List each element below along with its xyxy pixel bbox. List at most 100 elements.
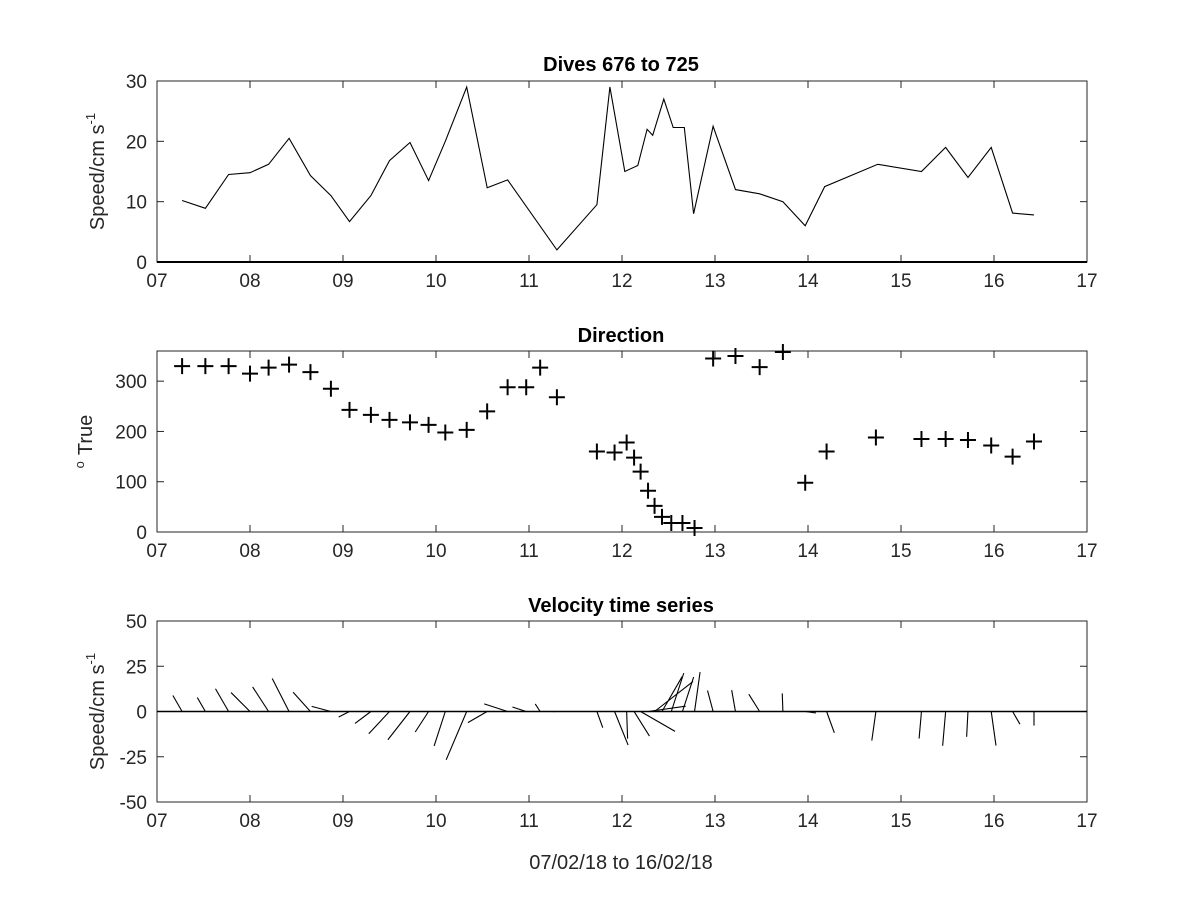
velocity-x-tick-label: 16 — [983, 811, 1004, 832]
velocity-stick — [172, 695, 183, 712]
velocity-y-axis-label-superscript: -1 — [83, 653, 98, 665]
direction-point — [646, 497, 663, 514]
direction-point — [640, 482, 657, 499]
direction-panel: Direction 07 08 09 10 11 12 13 14 15 16 17 0 100 200 3… — [72, 325, 1098, 562]
velocity-panel-title: Velocity time series — [528, 595, 714, 617]
direction-point — [606, 444, 623, 461]
velocity-stick — [693, 671, 701, 712]
direction-point — [341, 401, 358, 418]
speed-panel-title: Dives 676 to 725 — [543, 54, 699, 76]
direction-point — [588, 443, 605, 460]
velocity-stick — [731, 690, 737, 712]
velocity-stick — [640, 711, 676, 732]
velocity-stick — [647, 705, 686, 713]
speed-y-axis-label-superscript: -1 — [83, 113, 98, 125]
velocity-stick — [368, 711, 390, 735]
velocity-stick — [230, 692, 251, 712]
direction-x-tick-label: 08 — [239, 541, 260, 562]
direction-x-tick-label: 17 — [1076, 541, 1097, 562]
direction-y-tick-label: 300 — [115, 372, 147, 393]
direction-y-tick-label: 0 — [136, 523, 147, 544]
velocity-y-tick-label: 0 — [136, 703, 147, 724]
velocity-y-axis-label-text: Speed/cm s — [87, 664, 109, 770]
velocity-x-tick-label: 15 — [890, 811, 911, 832]
velocity-stick — [445, 711, 468, 761]
velocity-x-axis-label: 07/02/18 to 16/02/18 — [529, 852, 713, 874]
direction-point — [626, 449, 643, 466]
speed-x-tick-label: 14 — [797, 271, 819, 292]
direction-point — [686, 519, 703, 536]
velocity-stick — [271, 678, 290, 712]
direction-point — [420, 416, 437, 433]
direction-point — [362, 406, 379, 423]
velocity-stick — [681, 676, 695, 712]
velocity-stick — [1012, 711, 1021, 725]
direction-point — [751, 359, 768, 376]
velocity-y-tick-label: -25 — [120, 748, 147, 769]
direction-point — [220, 358, 237, 375]
velocity-stick — [633, 711, 650, 737]
velocity-stick — [670, 672, 685, 712]
velocity-stick — [196, 697, 206, 712]
direction-point — [174, 358, 191, 375]
velocity-stick — [626, 711, 629, 739]
velocity-stick — [661, 676, 683, 712]
direction-point — [867, 429, 884, 446]
speed-y-tick-label: 10 — [126, 193, 147, 214]
velocity-x-tick-label: 14 — [797, 811, 819, 832]
velocity-stick — [433, 711, 446, 747]
speed-y-tick-label: 0 — [136, 253, 147, 274]
velocity-stick — [338, 711, 350, 718]
direction-point — [705, 350, 722, 367]
direction-point — [674, 514, 691, 531]
direction-x-tick-label: 11 — [519, 541, 539, 562]
direction-x-tick-label: 07 — [146, 541, 167, 562]
velocity-stick — [871, 711, 877, 741]
velocity-x-tick-label: 10 — [425, 811, 446, 832]
direction-x-tick-label: 12 — [611, 541, 632, 562]
direction-point — [197, 358, 214, 375]
velocity-stick — [826, 711, 835, 733]
velocity-stick — [387, 711, 411, 741]
velocity-stick — [781, 693, 784, 712]
speed-x-tick-label: 10 — [425, 271, 446, 292]
direction-point — [281, 356, 298, 373]
speed-x-tick-label: 11 — [519, 271, 539, 292]
direction-point — [458, 421, 475, 438]
direction-point — [818, 443, 835, 460]
speed-x-tick-label: 12 — [611, 271, 632, 292]
direction-point — [548, 389, 565, 406]
speed-x-tick-label: 15 — [890, 271, 911, 292]
velocity-x-tick-label: 07 — [146, 811, 167, 832]
velocity-stick — [748, 693, 761, 712]
direction-x-tick-label: 13 — [704, 541, 725, 562]
direction-panel-title: Direction — [578, 325, 665, 347]
velocity-x-tick-label: 13 — [704, 811, 725, 832]
direction-y-axis-label: o True — [72, 415, 97, 469]
velocity-stick — [311, 705, 332, 713]
velocity-stick — [990, 711, 997, 746]
velocity-stick — [467, 711, 488, 724]
direction-point — [401, 414, 418, 431]
direction-point — [499, 379, 516, 396]
direction-point — [632, 463, 649, 480]
speed-axes-box — [156, 80, 1088, 263]
direction-y-tick-label: 200 — [115, 422, 147, 443]
velocity-stick — [706, 690, 714, 712]
velocity-y-tick-label: -50 — [120, 793, 147, 814]
direction-x-tick-label: 10 — [425, 541, 446, 562]
velocity-stick — [252, 686, 270, 712]
direction-point — [983, 437, 1000, 454]
velocity-stick — [414, 711, 430, 733]
direction-point — [913, 430, 930, 447]
direction-point — [479, 403, 496, 420]
direction-point — [302, 364, 319, 381]
direction-axes-box — [156, 350, 1088, 533]
direction-point — [937, 430, 954, 447]
direction-point — [774, 344, 791, 361]
velocity-stick — [614, 711, 629, 746]
velocity-stick — [805, 710, 817, 714]
velocity-x-tick-label: 08 — [239, 811, 260, 832]
speed-y-axis-label: Speed/cm s-1 — [83, 113, 109, 230]
speed-x-tick-label: 07 — [146, 271, 167, 292]
